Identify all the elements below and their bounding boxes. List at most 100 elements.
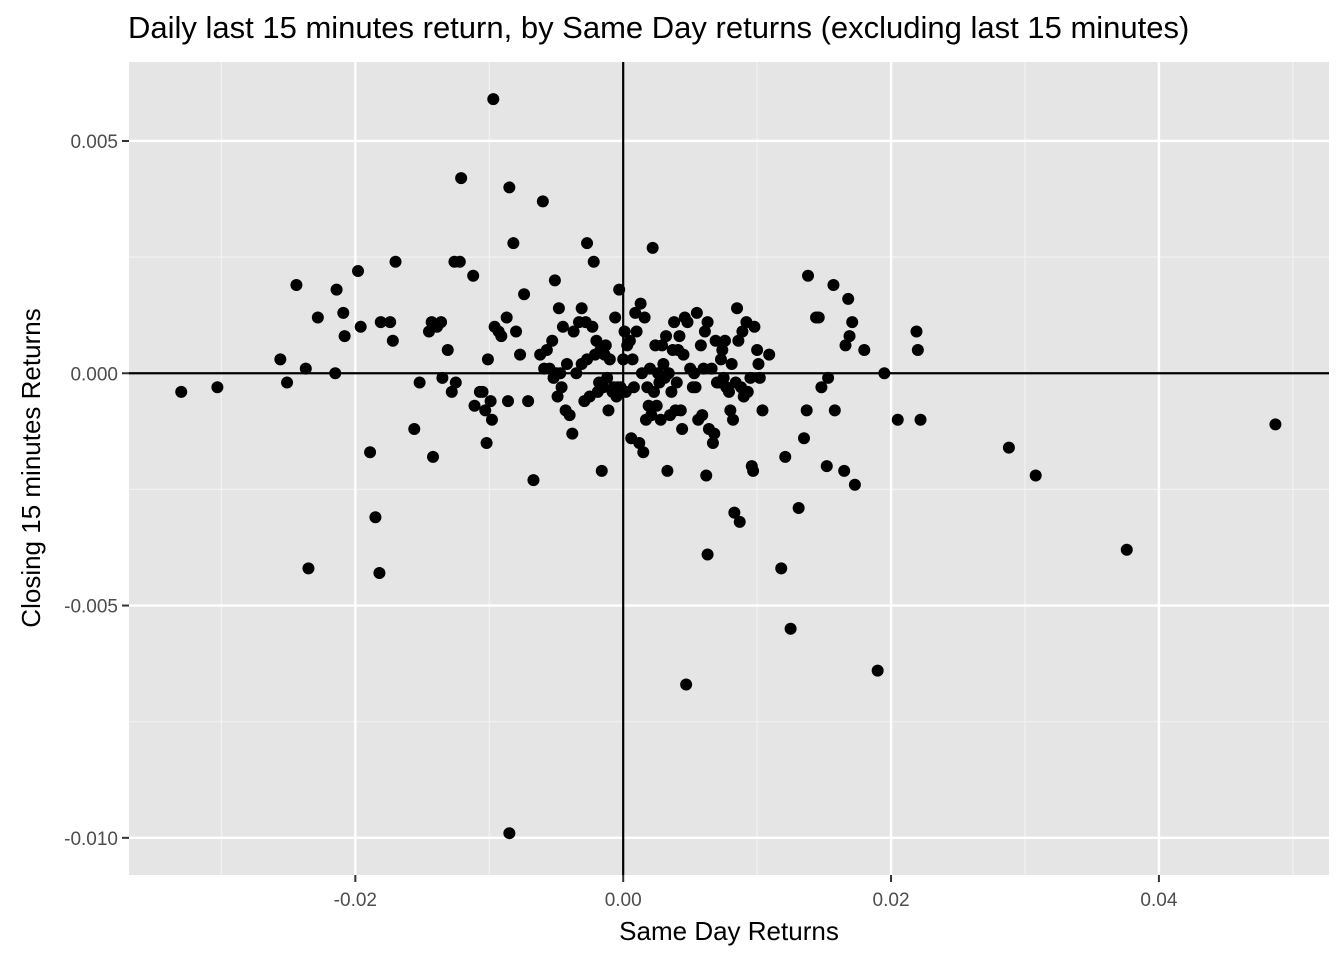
data-point xyxy=(763,348,776,361)
data-point xyxy=(668,316,681,329)
data-point xyxy=(878,367,891,380)
data-point xyxy=(871,664,884,677)
data-point xyxy=(630,325,643,338)
y-tick-label: -0.010 xyxy=(64,829,118,850)
data-point xyxy=(646,241,659,254)
data-point xyxy=(677,348,690,361)
data-point xyxy=(891,413,904,426)
reference-lines xyxy=(129,62,1329,875)
data-point xyxy=(449,376,462,389)
data-point xyxy=(427,450,440,463)
data-point xyxy=(660,330,673,343)
data-point xyxy=(487,93,500,106)
y-tick-label: 0.000 xyxy=(70,364,118,385)
data-point xyxy=(798,432,810,445)
data-point xyxy=(744,371,757,384)
data-point xyxy=(709,334,722,347)
data-point xyxy=(299,362,312,375)
data-point xyxy=(741,385,754,398)
data-point xyxy=(623,334,636,347)
data-point xyxy=(536,195,549,208)
data-point xyxy=(330,283,343,296)
data-point xyxy=(338,330,351,343)
data-point xyxy=(802,269,815,282)
data-point xyxy=(373,567,386,580)
x-tick-label: 0.00 xyxy=(605,890,642,911)
data-point xyxy=(779,450,792,463)
data-point xyxy=(540,344,553,357)
data-point xyxy=(290,278,303,291)
data-point xyxy=(680,678,693,691)
data-point xyxy=(728,506,741,519)
data-point xyxy=(211,381,224,394)
y-tick-labels: -0.010 -0.005 0.000 0.005 xyxy=(64,132,118,850)
data-point xyxy=(507,237,520,250)
data-point xyxy=(662,367,675,380)
data-point xyxy=(670,376,683,389)
axis-ticks xyxy=(122,139,1160,882)
data-point xyxy=(480,436,493,449)
data-point xyxy=(302,562,315,575)
data-point xyxy=(733,515,746,528)
data-point xyxy=(453,255,466,268)
data-point xyxy=(329,367,342,380)
data-point xyxy=(552,302,565,315)
data-point xyxy=(567,325,580,338)
data-point xyxy=(705,362,718,375)
data-point xyxy=(484,395,497,408)
data-point xyxy=(736,325,749,338)
data-point xyxy=(384,316,397,329)
data-point xyxy=(753,371,766,384)
data-point xyxy=(560,357,573,370)
data-point xyxy=(696,409,709,422)
data-point xyxy=(386,334,399,347)
data-point xyxy=(724,404,737,417)
data-point xyxy=(848,478,861,491)
data-point xyxy=(555,381,568,394)
x-axis-title: Same Day Returns xyxy=(619,916,839,946)
data-point xyxy=(626,353,639,366)
data-point xyxy=(337,306,350,319)
data-point xyxy=(775,562,788,575)
data-point xyxy=(413,376,426,389)
data-point xyxy=(467,269,480,282)
chart-title: Daily last 15 minutes return, by Same Da… xyxy=(128,10,1189,45)
data-point xyxy=(610,390,623,403)
data-point xyxy=(858,344,871,357)
data-point xyxy=(364,446,377,459)
data-point xyxy=(274,353,287,366)
data-point xyxy=(665,385,678,398)
data-point xyxy=(522,395,535,408)
data-point xyxy=(479,404,492,417)
data-point xyxy=(617,353,630,366)
data-point xyxy=(595,464,608,477)
data-point xyxy=(701,316,714,329)
data-point xyxy=(846,316,859,329)
data-point xyxy=(500,311,513,324)
data-point xyxy=(601,371,614,384)
data-point xyxy=(502,395,515,408)
data-point xyxy=(751,344,764,357)
data-point xyxy=(581,237,594,250)
data-point xyxy=(1120,543,1133,556)
data-point xyxy=(756,404,769,417)
data-point xyxy=(688,367,701,380)
data-point xyxy=(602,404,615,417)
data-point xyxy=(812,311,825,324)
y-tick-label: -0.005 xyxy=(64,597,118,618)
data-point xyxy=(706,436,719,449)
data-point xyxy=(609,311,622,324)
data-point xyxy=(408,423,421,436)
data-point xyxy=(1269,418,1282,431)
data-point xyxy=(1002,441,1015,454)
data-point xyxy=(476,385,489,398)
data-point xyxy=(800,404,813,417)
data-point xyxy=(503,181,516,194)
data-point xyxy=(603,353,616,366)
data-point xyxy=(656,339,669,352)
x-tick-label: 0.02 xyxy=(873,890,910,911)
grid-lines xyxy=(129,62,1329,875)
data-point xyxy=(838,464,851,477)
data-point xyxy=(554,367,567,380)
